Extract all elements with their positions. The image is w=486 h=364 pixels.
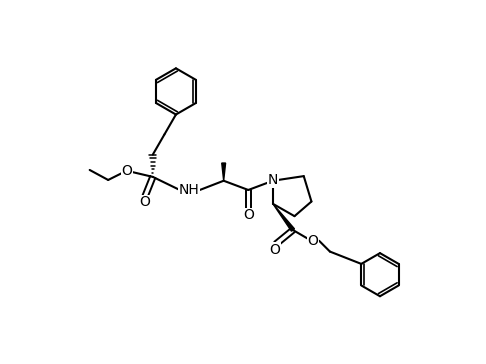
Text: O: O <box>269 243 280 257</box>
Text: O: O <box>308 234 318 248</box>
Text: O: O <box>243 208 254 222</box>
Text: O: O <box>139 195 151 209</box>
Text: N: N <box>268 173 278 187</box>
Text: O: O <box>121 164 132 178</box>
Polygon shape <box>273 204 295 231</box>
Polygon shape <box>222 163 226 181</box>
Text: NH: NH <box>179 183 199 197</box>
